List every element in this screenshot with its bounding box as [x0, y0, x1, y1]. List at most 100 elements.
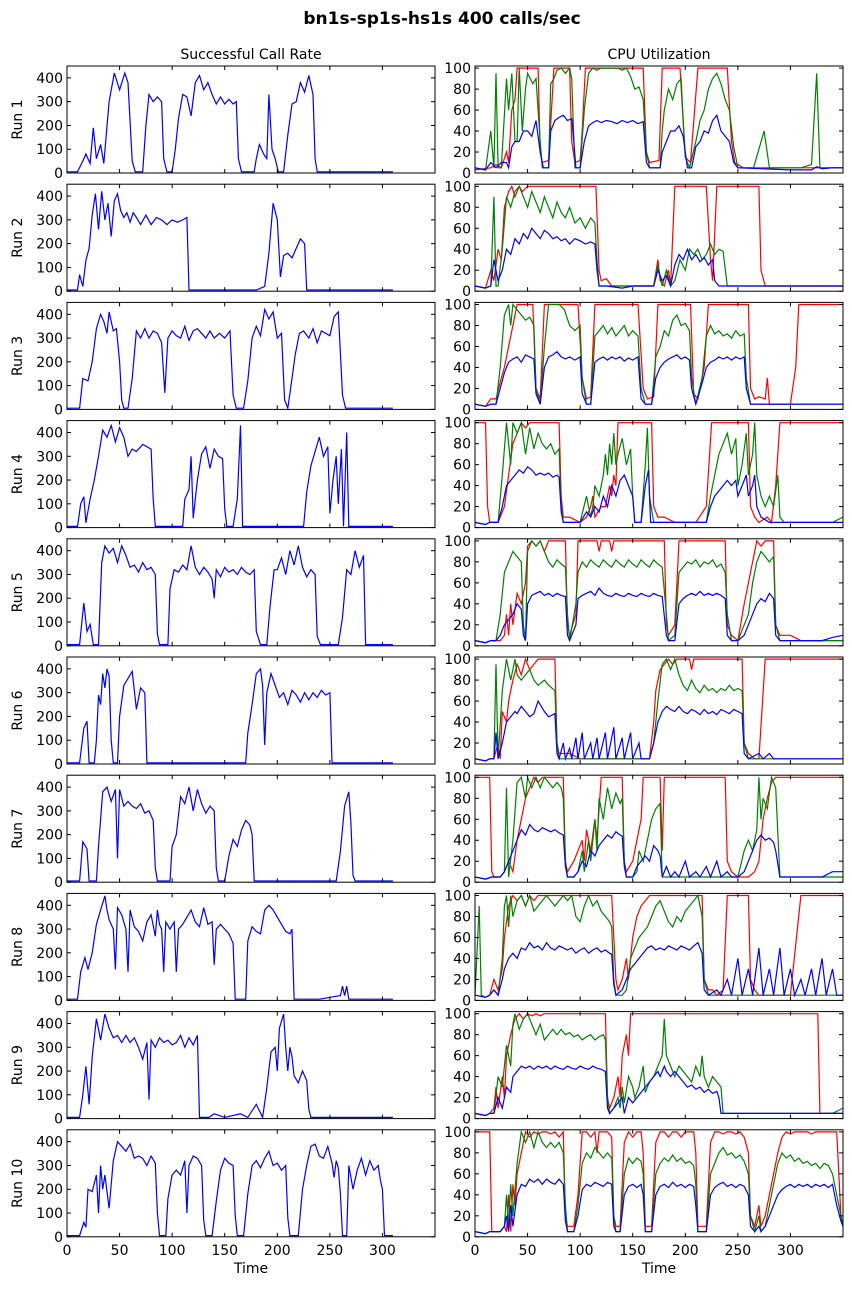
y-tick-label: 60: [453, 1167, 471, 1183]
y-tick-label: 40: [453, 360, 471, 376]
series-line-red: [475, 67, 843, 171]
axes-frame: [66, 301, 436, 410]
y-tick-label: 300: [36, 1040, 63, 1056]
axes-frame: [474, 1129, 844, 1238]
subplot: 0 20 40 60 80 100 0 50 100 150 200 250 300 Time: [444, 1125, 844, 1277]
run-label: Run 1: [10, 99, 26, 139]
y-tick-label: 60: [453, 221, 471, 237]
subplot: 0 100 200 300 400 Run 6: [10, 656, 436, 773]
run-label: Run 10: [10, 1159, 26, 1208]
subplot: 0 20 40 60 80 100: [444, 652, 844, 773]
axes-frame: [66, 656, 436, 765]
y-tick-label: 200: [36, 355, 63, 371]
y-tick-label: 80: [453, 1146, 471, 1162]
subplot: 0 100 200 300 400 Run 5: [10, 538, 436, 655]
axes-frame: [474, 774, 844, 883]
y-tick-label: 20: [453, 381, 471, 397]
run-label: Run 6: [10, 690, 26, 730]
y-tick-label: 0: [54, 1230, 63, 1246]
y-tick-label: 100: [36, 970, 63, 986]
y-tick-label: 200: [36, 1064, 63, 1080]
y-tick-label: 20: [453, 972, 471, 988]
y-tick-label: 60: [453, 930, 471, 946]
subplot: 0 20 40 60 80 100: [444, 888, 844, 1009]
x-tick-label: 0: [63, 1243, 72, 1259]
y-tick-label: 60: [453, 339, 471, 355]
y-tick-label: 0: [462, 284, 471, 300]
x-tick-label: 50: [519, 1243, 537, 1259]
y-tick-label: 200: [36, 946, 63, 962]
series-line-blue: [67, 1013, 393, 1119]
y-tick-label: 100: [444, 534, 471, 550]
y-tick-label: 20: [453, 1091, 471, 1107]
y-tick-label: 60: [453, 694, 471, 710]
axes-frame: [66, 1011, 436, 1120]
y-tick-label: 80: [453, 1028, 471, 1044]
series-line-blue: [67, 191, 393, 291]
x-tick-label: 200: [672, 1243, 699, 1259]
subplot: 0 100 200 300 400 Run 3: [10, 301, 436, 418]
y-tick-label: 200: [36, 237, 63, 253]
series-line-blue: [475, 823, 843, 880]
panel-title: CPU Utilization: [607, 47, 710, 63]
y-tick-label: 40: [453, 597, 471, 613]
y-tick-label: 40: [453, 715, 471, 731]
y-tick-label: 100: [36, 851, 63, 867]
y-tick-label: 400: [36, 307, 63, 323]
y-tick-label: 400: [36, 1016, 63, 1032]
series-line-red: [475, 421, 843, 524]
y-tick-label: 300: [36, 567, 63, 583]
axes-frame: [66, 420, 436, 529]
y-tick-label: 300: [36, 922, 63, 938]
subplot: 0 20 40 60 80 100: [444, 297, 844, 418]
x-tick-label: 100: [159, 1243, 186, 1259]
y-tick-label: 80: [453, 437, 471, 453]
figure-title: bn1s-sp1s-hs1s 400 calls/sec: [303, 9, 580, 29]
series-line-blue: [67, 71, 393, 173]
y-tick-label: 0: [462, 521, 471, 537]
series-line-red: [475, 657, 843, 762]
x-tick-label: 250: [316, 1243, 343, 1259]
axes-frame: [474, 892, 844, 1001]
y-tick-label: 20: [453, 145, 471, 161]
y-tick-label: 40: [453, 833, 471, 849]
axes-frame: [474, 1011, 844, 1120]
y-tick-label: 0: [462, 1112, 471, 1128]
subplot: 0 20 40 60 80 100: [444, 534, 844, 655]
y-tick-label: 80: [453, 673, 471, 689]
y-tick-label: 100: [36, 260, 63, 276]
y-tick-label: 0: [54, 402, 63, 418]
y-tick-label: 0: [54, 521, 63, 537]
y-tick-label: 400: [36, 1135, 63, 1151]
y-tick-label: 40: [453, 242, 471, 258]
run-label: Run 4: [10, 454, 26, 494]
y-tick-label: 80: [453, 318, 471, 334]
series-line-blue: [67, 544, 393, 646]
x-tick-label: 300: [777, 1243, 804, 1259]
series-line-red: [475, 1012, 843, 1117]
run-label: Run 7: [10, 809, 26, 849]
y-tick-label: 0: [462, 993, 471, 1009]
y-tick-label: 400: [36, 662, 63, 678]
y-tick-label: 60: [453, 103, 471, 119]
series-line-blue: [475, 114, 843, 171]
y-tick-label: 60: [453, 1049, 471, 1065]
series-line-red: [475, 303, 843, 407]
axes-frame: [474, 301, 844, 410]
run-label: Run 3: [10, 336, 26, 376]
run-label: Run 5: [10, 572, 26, 612]
series-line-blue: [67, 785, 393, 882]
y-tick-label: 60: [453, 576, 471, 592]
y-tick-label: 200: [36, 591, 63, 607]
y-tick-label: 400: [36, 898, 63, 914]
y-tick-label: 20: [453, 618, 471, 634]
x-axis-label: Time: [233, 1261, 268, 1277]
series-line-blue: [67, 423, 393, 527]
axes-frame: [474, 65, 844, 174]
subplot: 0 100 200 300 400 Run 7: [10, 774, 436, 891]
y-tick-label: 400: [36, 71, 63, 87]
y-tick-label: 80: [453, 555, 471, 571]
y-tick-label: 100: [444, 652, 471, 668]
